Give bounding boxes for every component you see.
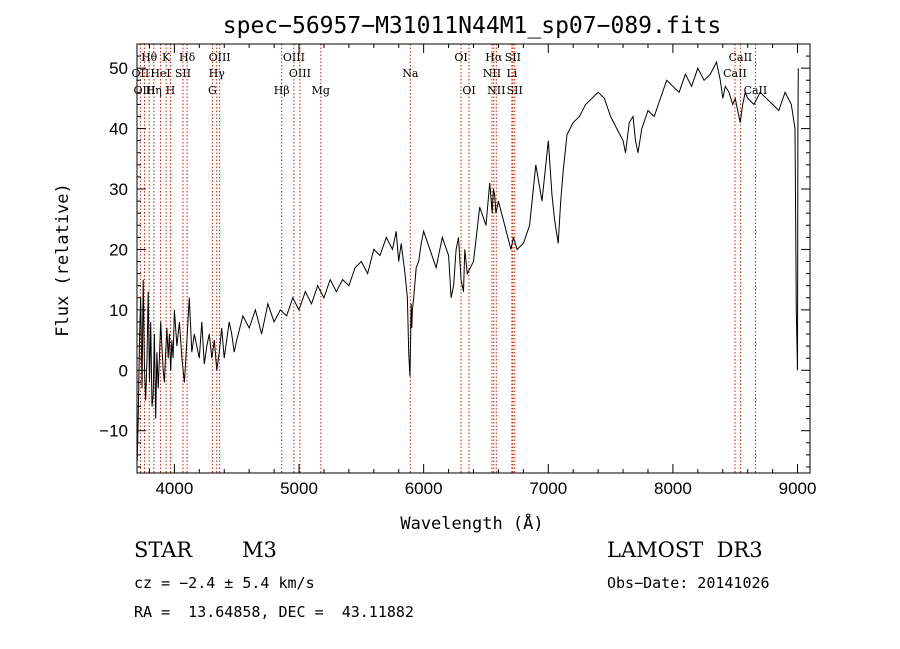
line-label: Hη [146,84,162,97]
line-label: K [162,51,171,64]
line-label: Hθ [141,51,158,64]
line-label: CaII [723,67,747,80]
line-label: SII [507,84,523,97]
line-label: OI [454,51,467,64]
x-tick-label: 5000 [280,479,318,498]
y-tick-label: 10 [109,301,128,320]
line-label: OII [132,67,150,80]
y-axis-label: Flux (relative) [53,183,73,337]
line-label: H [166,84,176,97]
line-label: Hβ [274,84,290,97]
x-tick-label: 7000 [529,479,567,498]
y-tick-label: 0 [119,361,128,380]
line-label: HeI [150,67,170,80]
line-label: OIII [283,51,305,64]
line-label: CaII [744,84,768,97]
chart-title: spec−56957−M31011N44M1_sp07−089.fits [223,13,722,39]
line-label: OIII [133,84,155,97]
sky-coordinates: RA = 13.64858, DEC = 43.11882 [134,603,414,621]
line-label: SII [175,67,191,80]
spectral-line-markers [139,44,756,473]
line-label: OI [462,84,475,97]
x-tick-label: 8000 [654,479,692,498]
spectrum-series [136,60,799,461]
x-axis-label: Wavelength (Å) [400,512,543,534]
line-label: Mg [312,84,330,97]
x-tick-label: 6000 [405,479,443,498]
line-label: Hα [485,51,503,64]
x-tick-label: 9000 [779,479,817,498]
line-label: Li [506,67,517,80]
line-label: Na [402,67,419,80]
redshift-readout: cz = −2.4 ± 5.4 km/s [134,574,315,592]
survey-name: LAMOST DR3 [607,538,763,562]
x-tick-label: 4000 [155,479,193,498]
line-label: NII [487,84,505,97]
y-tick-label: 30 [109,180,128,199]
line-label: OIII [209,51,231,64]
line-label: OIII [289,67,311,80]
line-label: G [208,84,217,97]
observation-date: Obs−Date: 20141026 [607,574,770,592]
y-tick-label: −10 [99,422,128,441]
spectrum-line [136,60,799,461]
line-label: CaII [729,51,753,64]
line-label: NII [483,67,501,80]
line-label: Hδ [179,51,196,64]
y-tick-label: 50 [109,59,128,78]
line-label: SII [505,51,521,64]
axes: 4000 5000 6000 7000 8000 9000 −10 0 10 20 30 40 50 [99,43,817,498]
line-label: Hγ [209,67,226,80]
y-tick-label: 40 [109,120,128,139]
y-tick-label: 20 [109,240,128,259]
object-subclass: M3 [242,538,277,562]
object-class: STAR [134,538,193,562]
